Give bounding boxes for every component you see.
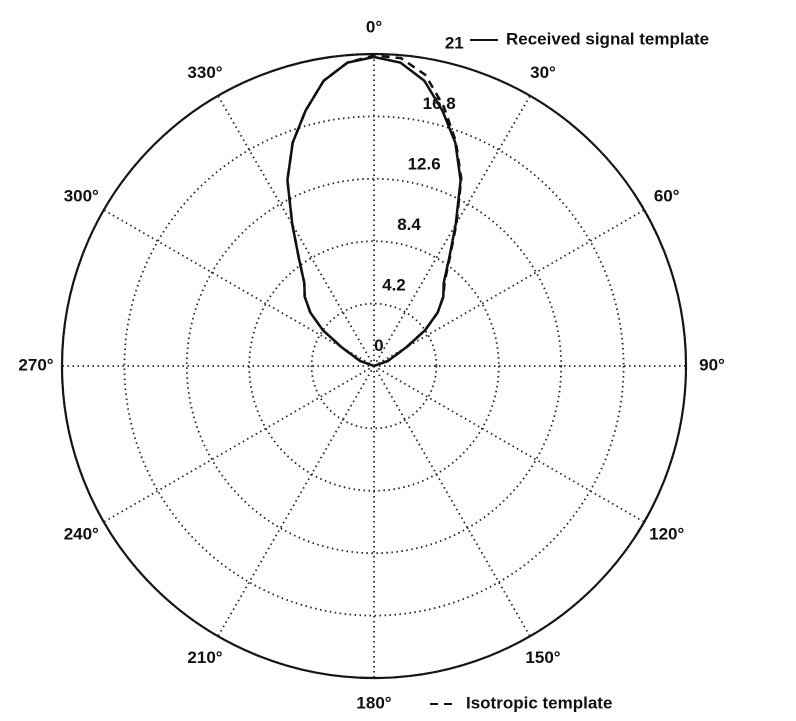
- spoke-grid-line: [373, 365, 645, 523]
- spoke-grid-line: [103, 365, 375, 523]
- theta-tick-label: 330°: [187, 63, 222, 82]
- r-tick-label: 21: [445, 33, 464, 52]
- spoke-grid-line: [373, 365, 531, 637]
- series-line: [286, 54, 463, 368]
- theta-tick-label: 270°: [18, 355, 53, 374]
- r-tick-label: 4.2: [382, 276, 406, 295]
- ring-grid-line: [248, 240, 500, 492]
- r-tick-label: 8.4: [397, 215, 421, 234]
- ring-grid-line: [310, 302, 438, 430]
- r-tick-label: 0: [374, 336, 383, 355]
- ring-grid-line: [123, 115, 625, 617]
- theta-tick-label: 300°: [64, 186, 99, 205]
- ring-grid-line: [61, 53, 687, 679]
- spoke-grid-line: [373, 95, 531, 367]
- spoke-grid-line: [103, 209, 375, 367]
- theta-tick-label: 120°: [649, 524, 684, 543]
- theta-tick-label: 90°: [699, 355, 725, 374]
- r-tick-label: 12.6: [408, 154, 441, 173]
- theta-tick-label: 60°: [654, 186, 680, 205]
- theta-tick-label: 210°: [187, 648, 222, 667]
- ring-grid-line: [185, 177, 563, 555]
- theta-tick-label: 240°: [64, 524, 99, 543]
- spoke-grid-line: [217, 365, 375, 637]
- theta-tick-label: 150°: [525, 648, 560, 667]
- spoke-grid-line: [373, 209, 645, 367]
- theta-tick-label: 0°: [366, 17, 382, 36]
- legend-label: Received signal template: [506, 29, 709, 48]
- spoke-grid-line: [217, 95, 375, 367]
- theta-tick-label: 30°: [530, 63, 556, 82]
- legend-label: Isotropic template: [466, 693, 612, 712]
- theta-tick-label: 180°: [356, 693, 391, 712]
